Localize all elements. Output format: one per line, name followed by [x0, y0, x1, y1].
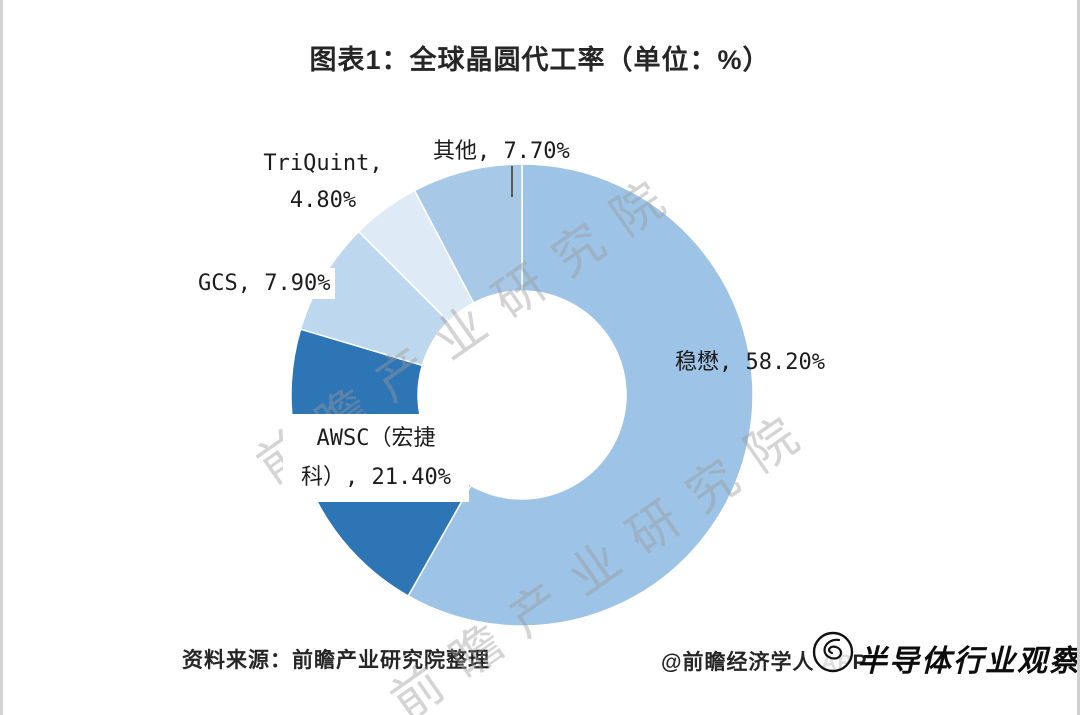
- logo-text: 半导体行业观察: [857, 644, 1080, 679]
- chart-title: 图表1：全球晶圆代工率（单位：%）: [309, 45, 771, 75]
- source-text: 资料来源：前瞻产业研究院整理: [182, 649, 490, 672]
- label-triquint-line1: TriQuint,: [263, 151, 383, 176]
- pie-slice-其他: [413, 163, 523, 304]
- label-wenmao: 稳懋, 58.20%: [675, 350, 825, 375]
- label-awsc-line2: 科）, 21.40%: [301, 465, 451, 490]
- label-awsc: AWSC（宏捷 科）, 21.40%: [283, 414, 469, 502]
- label-gcs: GCS, 7.90%: [193, 268, 336, 299]
- label-awsc-line1: AWSC（宏捷: [316, 426, 436, 451]
- logo-swirl-icon: [812, 631, 854, 673]
- label-triquint: TriQuint, 4.80%: [253, 145, 393, 219]
- label-triquint-line2: 4.80%: [289, 188, 357, 213]
- qita-leader-line: [511, 166, 513, 197]
- donut-chart: [290, 163, 754, 627]
- pie-slice-稳懋: [407, 163, 754, 627]
- label-qita: 其他, 7.70%: [433, 139, 570, 164]
